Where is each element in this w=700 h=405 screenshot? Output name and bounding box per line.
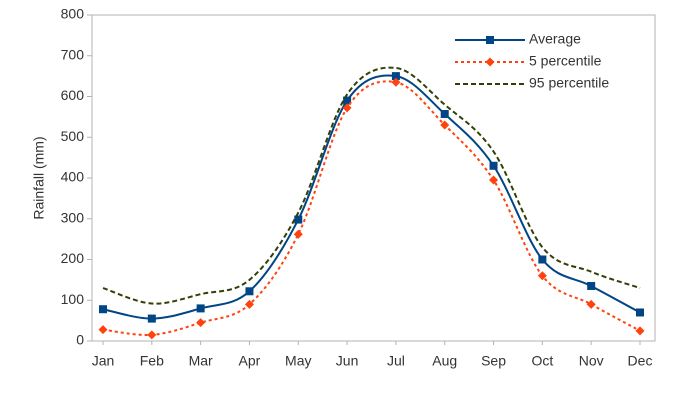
- marker: [486, 36, 494, 44]
- x-tick-label: Oct: [531, 353, 553, 369]
- x-tick-label: Nov: [579, 353, 604, 369]
- y-tick-label: 0: [76, 332, 84, 348]
- legend-label: 5 percentile: [529, 53, 602, 69]
- marker: [147, 330, 157, 340]
- x-tick-label: Apr: [239, 353, 261, 369]
- legend-label: 95 percentile: [529, 75, 609, 91]
- marker: [538, 255, 547, 264]
- y-tick-label: 300: [61, 209, 85, 225]
- marker: [391, 72, 400, 81]
- marker: [294, 215, 303, 224]
- marker: [635, 326, 645, 336]
- marker: [586, 299, 596, 309]
- y-tick-label: 700: [61, 46, 85, 62]
- y-axis-label: Rainfall (mm): [31, 136, 47, 219]
- marker: [293, 229, 303, 239]
- marker: [343, 96, 352, 105]
- y-tick-label: 600: [61, 87, 85, 103]
- marker: [196, 318, 206, 328]
- x-tick-label: Feb: [140, 353, 164, 369]
- x-tick-label: Jul: [387, 353, 405, 369]
- marker: [342, 103, 352, 113]
- marker: [489, 175, 499, 185]
- marker: [391, 77, 401, 87]
- marker: [587, 281, 596, 290]
- marker: [98, 325, 108, 335]
- marker: [99, 305, 107, 314]
- x-tick-label: Mar: [189, 353, 213, 369]
- y-tick-label: 500: [61, 128, 85, 144]
- y-tick-label: 800: [61, 6, 85, 22]
- x-tick-label: Jun: [336, 353, 359, 369]
- y-tick-label: 200: [61, 250, 85, 266]
- marker: [636, 308, 644, 317]
- marker: [440, 110, 449, 119]
- y-tick-label: 400: [61, 169, 85, 185]
- series-line: [102, 66, 641, 305]
- series-line: [102, 74, 641, 320]
- marker: [147, 314, 156, 323]
- series-line: [102, 80, 641, 337]
- x-tick-label: May: [285, 353, 311, 369]
- x-tick-label: Aug: [432, 353, 457, 369]
- legend-label: Average: [529, 31, 581, 47]
- marker: [244, 299, 254, 309]
- marker: [245, 287, 254, 296]
- marker: [489, 161, 498, 170]
- marker: [440, 120, 450, 130]
- marker: [196, 304, 205, 313]
- x-tick-label: Jan: [92, 353, 115, 369]
- x-tick-label: Sep: [481, 353, 506, 369]
- marker: [537, 271, 547, 281]
- y-tick-label: 100: [61, 291, 85, 307]
- x-tick-label: Dec: [628, 353, 653, 369]
- marker: [485, 57, 495, 67]
